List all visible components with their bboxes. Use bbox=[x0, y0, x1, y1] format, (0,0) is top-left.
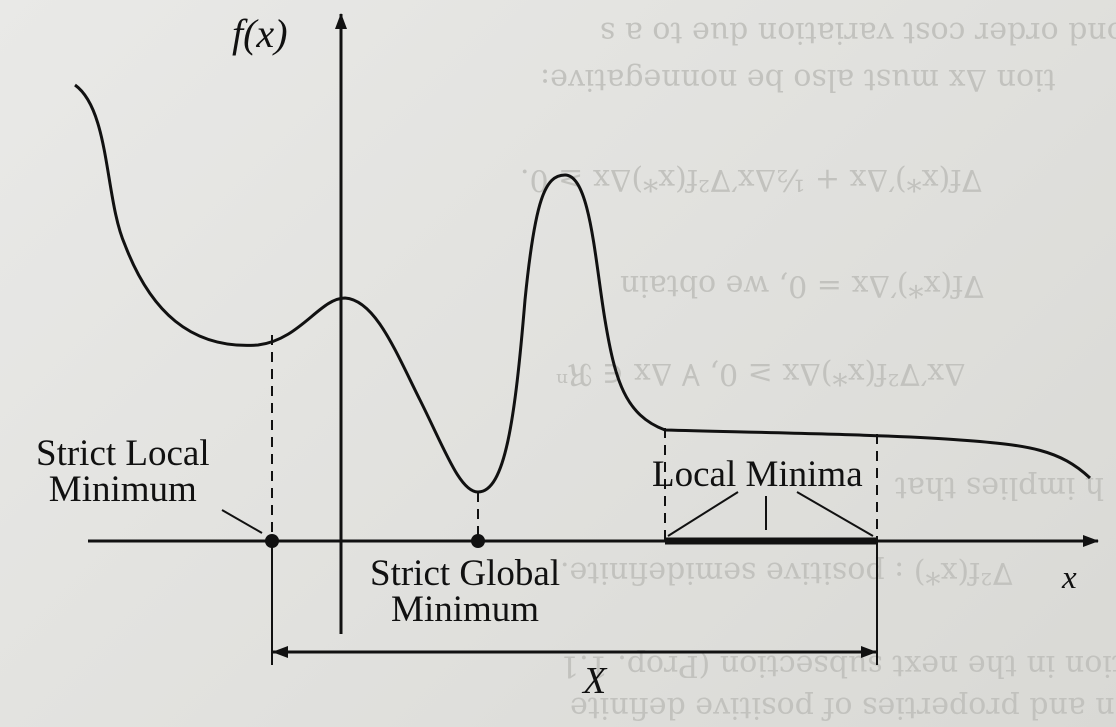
local-minima-leader-left bbox=[667, 491, 739, 537]
function-curve bbox=[74, 83, 1092, 494]
strict-global-minimum-point bbox=[471, 534, 485, 548]
local-minima-leader-right bbox=[796, 491, 874, 537]
x-axis-label: x bbox=[1062, 560, 1077, 596]
local-minima-label: Local Minima bbox=[652, 454, 863, 495]
strict-global-minimum-label: Strict Global Minimum bbox=[370, 553, 561, 630]
strict-local-minimum-label: Strict Local Minimum bbox=[36, 433, 210, 510]
local-minimum-leader bbox=[221, 509, 263, 534]
set-label: X bbox=[583, 660, 607, 702]
y-axis-label: f(x) bbox=[232, 11, 288, 56]
